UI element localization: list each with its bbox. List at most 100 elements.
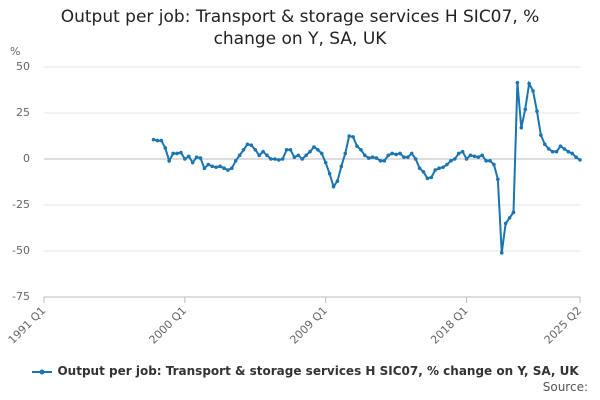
data-point	[292, 155, 297, 159]
data-point	[280, 157, 285, 161]
data-point	[276, 158, 281, 162]
y-tick-label: -25	[12, 198, 30, 211]
data-point	[218, 164, 222, 169]
data-point	[550, 149, 555, 154]
data-point	[476, 155, 481, 159]
data-point	[421, 170, 426, 174]
data-point	[183, 157, 187, 161]
data-point	[261, 149, 265, 154]
data-point	[206, 162, 211, 167]
data-point	[339, 164, 344, 169]
data-point	[229, 166, 234, 170]
data-point	[308, 149, 312, 154]
data-point	[417, 166, 422, 170]
data-point	[163, 146, 168, 150]
data-point	[253, 148, 258, 152]
legend-swatch	[32, 369, 53, 374]
data-point	[429, 175, 434, 180]
data-point	[284, 148, 289, 152]
data-point	[190, 160, 195, 165]
y-tick-label: 50	[16, 60, 30, 73]
y-axis-label: %	[10, 45, 20, 58]
data-point	[425, 176, 430, 181]
data-point	[323, 160, 328, 165]
data-point	[245, 142, 250, 147]
data-point	[155, 138, 160, 143]
data-point	[449, 159, 453, 163]
data-point	[484, 159, 488, 163]
data-point	[296, 153, 301, 158]
data-point	[468, 153, 473, 158]
data-point	[492, 162, 496, 167]
data-point	[237, 153, 242, 158]
data-point	[386, 153, 391, 158]
data-point	[503, 221, 508, 226]
data-point	[570, 151, 574, 156]
data-point	[226, 168, 230, 172]
data-point	[578, 158, 582, 162]
data-point	[382, 159, 387, 163]
chart-title: Output per job: Transport & storage serv…	[60, 7, 540, 49]
y-tick-label: 0	[23, 152, 30, 165]
data-point	[437, 166, 441, 170]
data-point	[222, 166, 226, 170]
data-point	[151, 137, 156, 142]
data-point	[327, 171, 332, 176]
data-point	[241, 148, 246, 152]
data-point	[562, 147, 567, 151]
data-point	[167, 159, 171, 163]
data-point	[300, 157, 305, 161]
data-point	[363, 153, 367, 158]
y-tick-label: 25	[16, 106, 30, 119]
data-point	[233, 159, 238, 163]
data-point	[574, 155, 578, 159]
data-point	[519, 125, 524, 130]
data-point	[433, 168, 438, 172]
data-point	[175, 151, 179, 156]
data-point	[214, 165, 218, 170]
x-tick-label: 2009 Q1	[287, 304, 330, 347]
data-point	[194, 155, 199, 159]
data-point	[542, 142, 547, 147]
data-point	[441, 165, 445, 170]
data-point	[527, 81, 531, 86]
data-point	[312, 145, 316, 149]
x-tick-label: 2018 Q1	[428, 304, 471, 347]
data-point	[558, 144, 563, 148]
data-point	[480, 153, 484, 158]
data-point	[304, 153, 308, 158]
data-point	[402, 155, 406, 159]
data-point	[343, 151, 348, 156]
data-point	[210, 164, 215, 169]
data-point	[198, 156, 203, 160]
data-point	[265, 153, 269, 158]
data-point	[554, 149, 559, 154]
data-point	[159, 138, 164, 143]
data-point	[409, 151, 414, 156]
data-point	[511, 210, 516, 215]
legend: Output per job: Transport & storage serv…	[20, 364, 590, 378]
y-tick-label: -50	[12, 244, 30, 257]
data-point	[257, 153, 261, 158]
y-tick-label: -75	[12, 290, 30, 303]
data-point	[186, 154, 191, 159]
data-point	[456, 151, 461, 156]
data-point	[488, 159, 492, 163]
data-point	[507, 216, 512, 220]
data-point	[453, 157, 457, 161]
x-tick-label: 1991 Q1	[6, 304, 49, 347]
data-point	[523, 107, 528, 112]
data-point	[539, 133, 543, 137]
data-point	[390, 151, 395, 156]
data-point	[319, 151, 324, 156]
data-point	[351, 135, 355, 139]
data-point	[273, 157, 277, 161]
data-point	[359, 148, 363, 152]
data-point	[366, 156, 371, 160]
data-point	[499, 251, 504, 255]
data-point	[269, 157, 273, 161]
data-point	[335, 179, 340, 183]
source: Source:	[542, 380, 588, 394]
